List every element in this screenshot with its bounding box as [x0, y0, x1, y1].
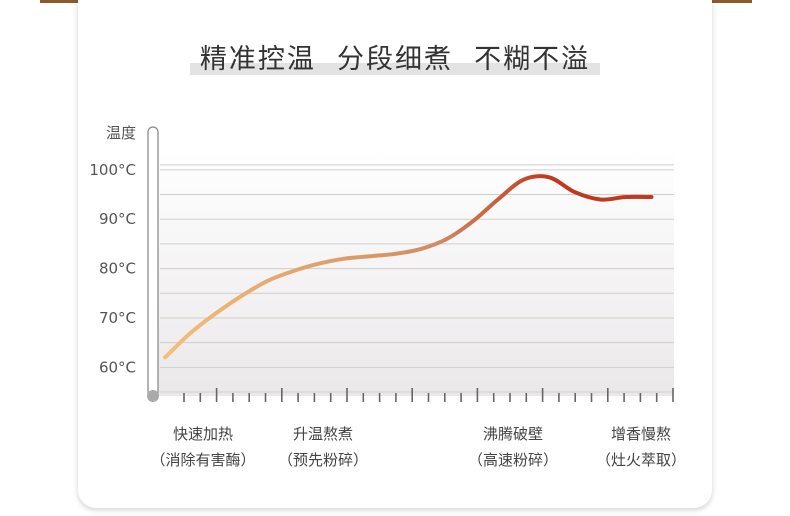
y-tick-label: 90°C [99, 210, 136, 228]
top-frame-right [712, 0, 752, 3]
y-axis-bar [147, 126, 159, 398]
y-tick-label: 100°C [89, 161, 136, 179]
y-axis-label: 温度 [106, 124, 136, 142]
y-tick-label: 80°C [99, 260, 136, 278]
stage-label: 增香慢熬 [610, 425, 671, 443]
stage-label: 升温熬煮 [292, 425, 353, 443]
title-block: 精准控温 分段细煮 不糊不溢 [190, 40, 600, 80]
top-frame-left [40, 0, 80, 3]
y-axis-bulb [147, 390, 159, 402]
y-tick-label: 70°C [99, 309, 136, 327]
stage-sublabel: （灶火萃取） [595, 451, 686, 469]
stage-label: 沸腾破壁 [482, 425, 543, 443]
title-highlight [190, 63, 600, 75]
temperature-curve [163, 174, 654, 360]
stage-sublabel: （预先粉碎） [277, 451, 368, 469]
page-title: 精准控温 分段细煮 不糊不溢 [199, 44, 591, 75]
stage-label: 快速加热 [172, 425, 233, 443]
stage-sublabel: （消除有害酶） [150, 451, 256, 469]
top-frame-bar [0, 0, 790, 4]
stage-sublabel: （高速粉碎） [467, 451, 558, 469]
plot-background [158, 150, 674, 396]
y-tick-label: 60°C [99, 358, 136, 376]
